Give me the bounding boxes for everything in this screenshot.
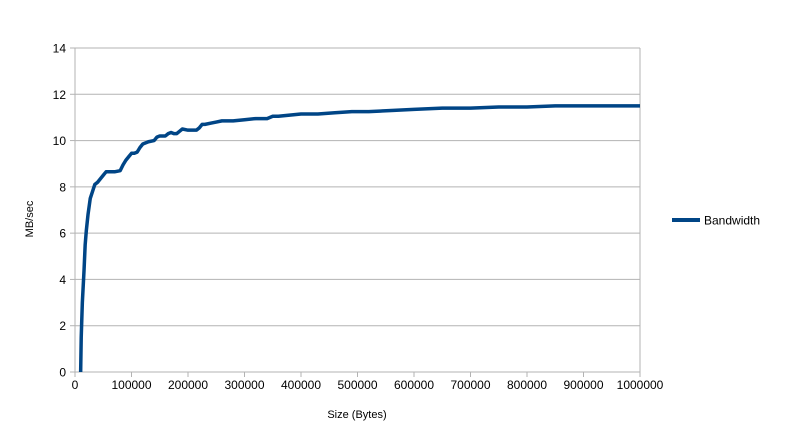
x-axis-tick-labels: 0 100000 200000 300000 400000 500000 600000 700… [72, 378, 664, 392]
series-line-bandwidth [78, 104, 640, 373]
y-tick-label: 0 [59, 366, 66, 380]
x-tick-label: 1000000 [617, 378, 664, 392]
y-tick-label: 12 [53, 88, 67, 102]
series-lines [78, 104, 640, 373]
x-tick-label: 200000 [168, 378, 208, 392]
x-tick-label: 300000 [224, 378, 264, 392]
x-tick-label: 100000 [111, 378, 151, 392]
y-tick-label: 14 [53, 42, 67, 56]
x-tick-label: 800000 [507, 378, 547, 392]
x-tick-label: 500000 [337, 378, 377, 392]
legend: Bandwidth [672, 214, 760, 228]
y-axis-title: MB/sec [24, 200, 36, 237]
y-tick-label: 4 [59, 273, 66, 287]
x-tick-label: 600000 [394, 378, 434, 392]
y-tick-label: 8 [59, 180, 66, 194]
x-axis-title: Size (Bytes) [327, 409, 386, 421]
y-tick-label: 10 [53, 134, 67, 148]
y-tick-label: 6 [59, 227, 66, 241]
x-tick-label: 400000 [281, 378, 321, 392]
legend-label-bandwidth: Bandwidth [704, 214, 760, 228]
x-tick-label: 900000 [563, 378, 603, 392]
axes [70, 47, 641, 377]
x-tick-label: 700000 [450, 378, 490, 392]
y-axis-tick-labels: 0 2 4 6 8 10 12 14 [53, 42, 67, 380]
horizontal-gridlines [75, 47, 640, 327]
x-tick-label: 0 [72, 378, 79, 392]
y-tick-label: 2 [59, 319, 66, 333]
